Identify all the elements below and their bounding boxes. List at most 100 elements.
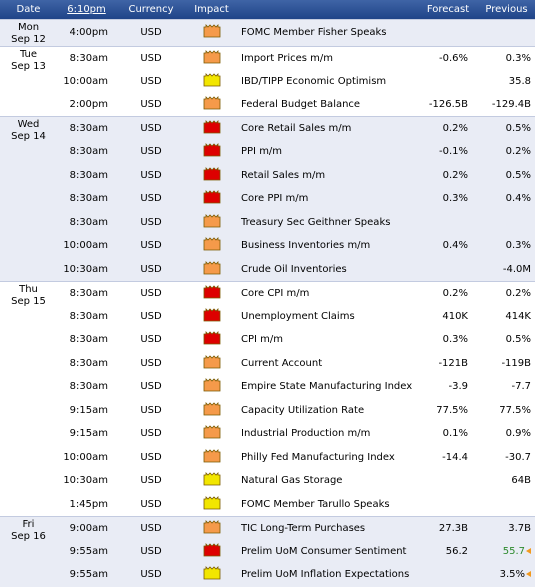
event-impact[interactable] [186,492,237,516]
event-title[interactable]: Federal Budget Balance [237,93,418,117]
event-title[interactable]: FOMC Member Fisher Speaks [237,18,418,46]
event-row[interactable]: Wed Sep 14 8:30am USD Core Retail Sales m/m 0… [0,116,535,281]
event-impact[interactable] [186,93,237,117]
event-row[interactable]: 8:30am USD Core PPI m/m 0.3% 0.4% [0,187,535,211]
event-impact[interactable] [186,539,237,563]
event-title[interactable]: Capacity Utilization Rate [237,398,418,422]
event-title[interactable]: Industrial Production m/m [237,422,418,446]
medium-impact-folder-icon[interactable] [203,49,221,67]
medium-impact-folder-icon[interactable] [203,448,221,466]
medium-impact-folder-icon[interactable] [203,213,221,231]
event-title[interactable]: Import Prices m/m [237,45,418,70]
event-title[interactable]: Core CPI m/m [237,280,418,305]
event-title[interactable]: Prelim UoM Inflation Expectations [237,563,418,587]
event-row[interactable]: 9:15am USD Capacity Utilization Rate 77.5% 7… [0,398,535,422]
event-title[interactable]: Treasury Sec Geithner Speaks [237,210,418,234]
event-title[interactable]: Unemployment Claims [237,304,418,328]
medium-impact-folder-icon[interactable] [203,354,221,372]
event-row[interactable]: 10:00am USD Philly Fed Manufacturing Index… [0,445,535,469]
event-impact[interactable] [186,280,237,305]
event-impact[interactable] [186,140,237,164]
event-impact[interactable] [186,351,237,375]
event-title[interactable]: Current Account [237,351,418,375]
medium-impact-folder-icon[interactable] [203,425,221,442]
event-row[interactable]: 9:55am USD Prelim UoM Inflation Expectatio… [0,563,535,587]
high-impact-folder-icon[interactable] [203,120,221,137]
event-title[interactable]: CPI m/m [237,328,418,352]
event-impact[interactable] [186,45,237,70]
event-title[interactable]: Empire State Manufacturing Index [237,375,418,399]
high-impact-folder-icon[interactable] [203,284,221,302]
event-impact[interactable] [186,210,237,234]
high-impact-folder-icon[interactable] [203,143,221,160]
event-row[interactable]: 2:00pm USD Federal Budget Balance -126.5B -1… [0,93,535,117]
event-title[interactable]: Core PPI m/m [237,187,418,211]
medium-impact-folder-icon[interactable] [203,378,221,395]
event-row[interactable]: 8:30am USD Retail Sales m/m 0.2% 0.5% [0,163,535,187]
event-row[interactable]: Fri Sep 16 9:00am USD TIC Long-Term Purchase… [0,515,535,587]
event-title[interactable]: FOMC Member Tarullo Speaks [237,492,418,516]
event-impact[interactable] [186,187,237,211]
low-impact-folder-icon[interactable] [203,72,221,90]
event-title[interactable]: Core Retail Sales m/m [237,116,418,140]
event-row[interactable]: 8:30am USD CPI m/m 0.3% 0.5% [0,328,535,352]
header-time-link[interactable]: 6:10pm [67,3,106,15]
medium-impact-folder-icon[interactable] [203,519,221,537]
event-title[interactable]: Crude Oil Inventories [237,257,418,281]
event-row[interactable]: 10:00am USD IBD/TIPP Economic Optimism 35.8 [0,69,535,93]
event-impact[interactable] [186,304,237,328]
event-row[interactable]: Tue Sep 13 8:30am USD Import Prices m/m -0.6%… [0,45,535,117]
event-row[interactable]: 8:30am USD Treasury Sec Geithner Speaks [0,210,535,234]
medium-impact-folder-icon[interactable] [203,96,221,113]
event-impact[interactable] [186,163,237,187]
event-row[interactable]: 10:30am USD Crude Oil Inventories -4.0M [0,257,535,281]
high-impact-folder-icon[interactable] [203,190,221,207]
event-row[interactable]: 1:45pm USD FOMC Member Tarullo Speaks [0,492,535,516]
event-row[interactable]: Thu Sep 15 8:30am USD Core CPI m/m 0.2% 0.2% [0,280,535,516]
event-title[interactable]: IBD/TIPP Economic Optimism [237,69,418,93]
event-row[interactable]: 8:30am USD PPI m/m -0.1% 0.2% [0,140,535,164]
event-title[interactable]: PPI m/m [237,140,418,164]
event-impact[interactable] [186,257,237,281]
event-impact[interactable] [186,422,237,446]
low-impact-folder-icon[interactable] [203,472,221,489]
high-impact-folder-icon[interactable] [203,166,221,184]
event-time: 4:00pm [57,18,116,46]
event-title[interactable]: Business Inventories m/m [237,234,418,258]
event-row[interactable]: 9:15am USD Industrial Production m/m 0.1% 0.… [0,422,535,446]
revision-arrow-icon[interactable] [526,571,531,578]
event-impact[interactable] [186,328,237,352]
event-impact[interactable] [186,375,237,399]
medium-impact-folder-icon[interactable] [203,24,221,41]
event-title[interactable]: Prelim UoM Consumer Sentiment [237,539,418,563]
event-title[interactable]: Retail Sales m/m [237,163,418,187]
event-row[interactable]: 8:30am USD Current Account -121B -119B [0,351,535,375]
high-impact-folder-icon[interactable] [203,307,221,325]
medium-impact-folder-icon[interactable] [203,401,221,419]
medium-impact-folder-icon[interactable] [203,237,221,254]
event-row[interactable]: 8:30am USD Unemployment Claims 410K 414K [0,304,535,328]
event-impact[interactable] [186,563,237,587]
event-impact[interactable] [186,469,237,493]
event-impact[interactable] [186,515,237,540]
event-impact[interactable] [186,234,237,258]
event-row[interactable]: 9:55am USD Prelim UoM Consumer Sentiment 56… [0,539,535,563]
event-impact[interactable] [186,18,237,46]
low-impact-folder-icon[interactable] [203,566,221,583]
medium-impact-folder-icon[interactable] [203,260,221,278]
event-impact[interactable] [186,69,237,93]
event-title[interactable]: Philly Fed Manufacturing Index [237,445,418,469]
revision-arrow-icon[interactable] [526,547,531,554]
high-impact-folder-icon[interactable] [203,542,221,560]
high-impact-folder-icon[interactable] [203,331,221,348]
event-impact[interactable] [186,116,237,140]
event-title[interactable]: Natural Gas Storage [237,469,418,493]
event-impact[interactable] [186,398,237,422]
low-impact-folder-icon[interactable] [203,495,221,513]
event-row[interactable]: 8:30am USD Empire State Manufacturing Inde… [0,375,535,399]
event-impact[interactable] [186,445,237,469]
event-row[interactable]: Mon Sep 12 4:00pm USD FOMC Member Fisher Spe… [0,18,535,46]
event-row[interactable]: 10:30am USD Natural Gas Storage 64B [0,469,535,493]
event-row[interactable]: 10:00am USD Business Inventories m/m 0.4% 0.… [0,234,535,258]
event-title[interactable]: TIC Long-Term Purchases [237,515,418,540]
